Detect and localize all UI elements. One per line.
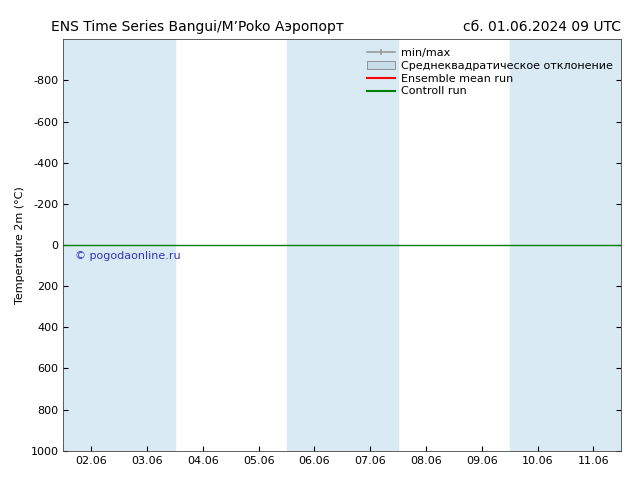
Bar — [287, 39, 398, 451]
Bar — [63, 39, 119, 451]
Text: сб. 01.06.2024 09 UTC: сб. 01.06.2024 09 UTC — [463, 20, 621, 34]
Text: © pogodaonline.ru: © pogodaonline.ru — [75, 251, 180, 261]
Text: ENS Time Series Bangui/M’Poko Аэропорт: ENS Time Series Bangui/M’Poko Аэропорт — [51, 20, 344, 34]
Bar — [510, 39, 621, 451]
Bar — [119, 39, 175, 451]
Y-axis label: Temperature 2m (°C): Temperature 2m (°C) — [15, 186, 25, 304]
Legend: min/max, Среднеквадратическое отклонение, Ensemble mean run, Controll run: min/max, Среднеквадратическое отклонение… — [364, 45, 616, 100]
